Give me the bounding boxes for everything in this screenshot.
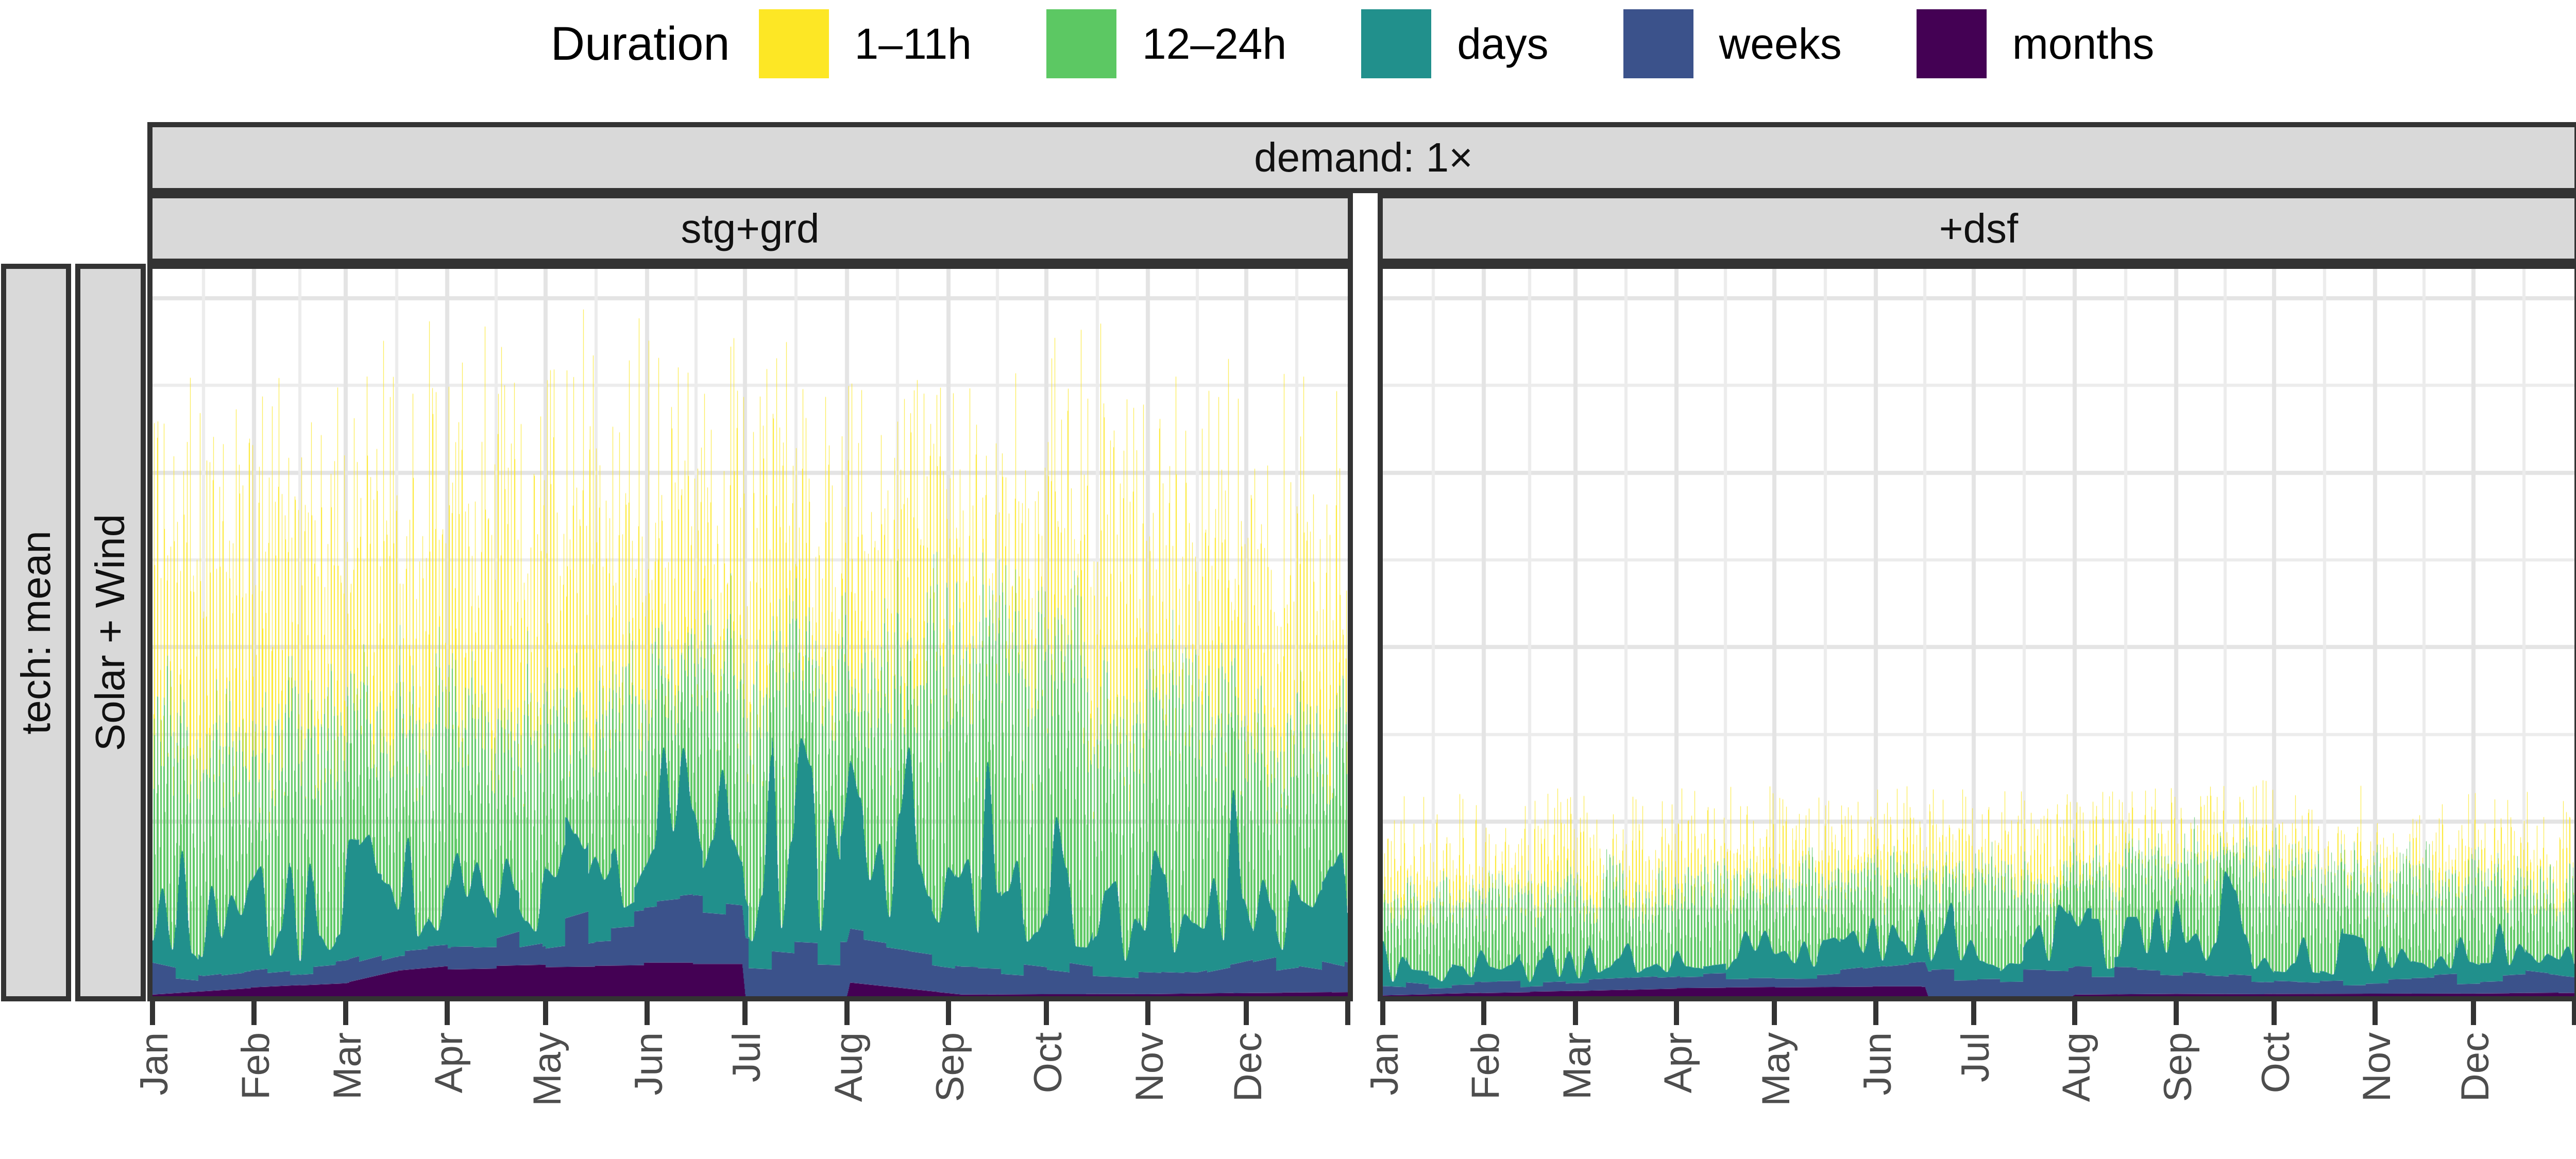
x-tick-0-9 (1044, 1001, 1049, 1025)
x-month-label-0-Dec: Dec (1226, 1032, 1270, 1102)
x-tick-0-12 (1345, 1001, 1350, 1025)
strip-row-solar-wind: Solar + Wind (75, 264, 146, 1001)
panel-dsf (1378, 264, 2576, 1001)
legend: Duration 1–11h 12–24h days weeks months (0, 0, 2576, 88)
x-month-label-0-Jun: Jun (626, 1032, 671, 1096)
x-month-label-0-Nov: Nov (1128, 1032, 1172, 1102)
x-month-label-0-Jan: Jan (132, 1032, 176, 1096)
x-tick-0-5 (644, 1001, 650, 1025)
x-tick-1-7 (2072, 1001, 2078, 1025)
legend-key-1–11h (758, 9, 829, 78)
x-tick-1-6 (1971, 1001, 1976, 1025)
legend-label-days: days (1457, 19, 1549, 68)
legend-key-months (1916, 9, 1987, 78)
x-month-label-1-Aug: Aug (2055, 1032, 2099, 1102)
x-month-label-0-Oct: Oct (1026, 1032, 1071, 1094)
x-tick-0-10 (1145, 1001, 1151, 1025)
legend-label-months: months (2012, 19, 2155, 68)
x-month-label-1-Mar: Mar (1555, 1032, 1599, 1100)
x-month-label-1-Dec: Dec (2453, 1032, 2497, 1102)
strip-facet-stg-grd: stg+grd (147, 193, 1353, 264)
legend-title: Duration (550, 17, 730, 70)
x-month-label-0-May: May (525, 1032, 569, 1106)
x-month-label-1-Oct: Oct (2253, 1032, 2298, 1094)
x-tick-0-6 (742, 1001, 748, 1025)
x-tick-1-12 (2572, 1001, 2576, 1025)
legend-key-12–24h (1046, 9, 1116, 78)
x-month-label-1-Apr: Apr (1656, 1032, 1701, 1094)
legend-label-12–24h: 12–24h (1142, 19, 1287, 68)
x-month-label-1-Feb: Feb (1464, 1032, 1508, 1100)
x-tick-1-5 (1873, 1001, 1878, 1025)
strip-facet-dsf-label: +dsf (1939, 205, 2019, 251)
x-tick-0-4 (543, 1001, 548, 1025)
x-month-label-1-Nov: Nov (2355, 1032, 2399, 1102)
strip-row-tech-mean-label: tech: mean (13, 531, 59, 735)
x-tick-1-9 (2271, 1001, 2277, 1025)
x-tick-1-1 (1481, 1001, 1487, 1025)
x-tick-0-8 (945, 1001, 951, 1025)
x-tick-0-3 (445, 1001, 450, 1025)
x-tick-0-7 (844, 1001, 850, 1025)
x-month-label-1-Jul: Jul (1953, 1032, 1997, 1083)
legend-label-weeks: weeks (1719, 19, 1842, 68)
legend-label-1–11h: 1–11h (854, 19, 972, 68)
x-month-label-0-Apr: Apr (427, 1032, 471, 1094)
strip-facet-stg-grd-label: stg+grd (681, 205, 820, 251)
x-tick-0-0 (150, 1001, 155, 1025)
panel-stg-grd (147, 264, 1353, 1001)
x-tick-1-0 (1380, 1001, 1385, 1025)
x-tick-1-11 (2470, 1001, 2476, 1025)
x-tick-1-8 (2173, 1001, 2179, 1025)
strip-row-solar-wind-label: Solar + Wind (87, 514, 133, 752)
legend-key-days (1361, 9, 1432, 78)
x-tick-0-11 (1243, 1001, 1249, 1025)
legend-key-weeks (1623, 9, 1693, 78)
x-month-label-0-Feb: Feb (234, 1032, 278, 1100)
x-month-label-1-May: May (1754, 1032, 1799, 1106)
panel-stg-grd-canvas (152, 269, 1348, 996)
x-tick-0-1 (251, 1001, 257, 1025)
strip-row-tech-mean: tech: mean (1, 264, 71, 1001)
strip-demand-label: demand: 1× (1254, 134, 1473, 180)
x-month-label-1-Sep: Sep (2156, 1032, 2200, 1102)
x-tick-1-2 (1572, 1001, 1578, 1025)
strip-facet-dsf: +dsf (1378, 193, 2576, 264)
x-month-label-0-Sep: Sep (928, 1032, 972, 1102)
x-tick-0-2 (343, 1001, 348, 1025)
x-month-label-0-Jul: Jul (725, 1032, 769, 1083)
panel-dsf-canvas (1383, 269, 2574, 996)
x-tick-1-3 (1674, 1001, 1680, 1025)
x-tick-1-10 (2372, 1001, 2378, 1025)
x-month-label-1-Jan: Jan (1363, 1032, 1406, 1096)
x-month-label-0-Mar: Mar (326, 1032, 369, 1100)
strip-demand: demand: 1× (147, 122, 2576, 193)
x-tick-1-4 (1772, 1001, 1777, 1025)
x-month-label-0-Aug: Aug (826, 1032, 871, 1102)
x-month-label-1-Jun: Jun (1855, 1032, 1900, 1096)
